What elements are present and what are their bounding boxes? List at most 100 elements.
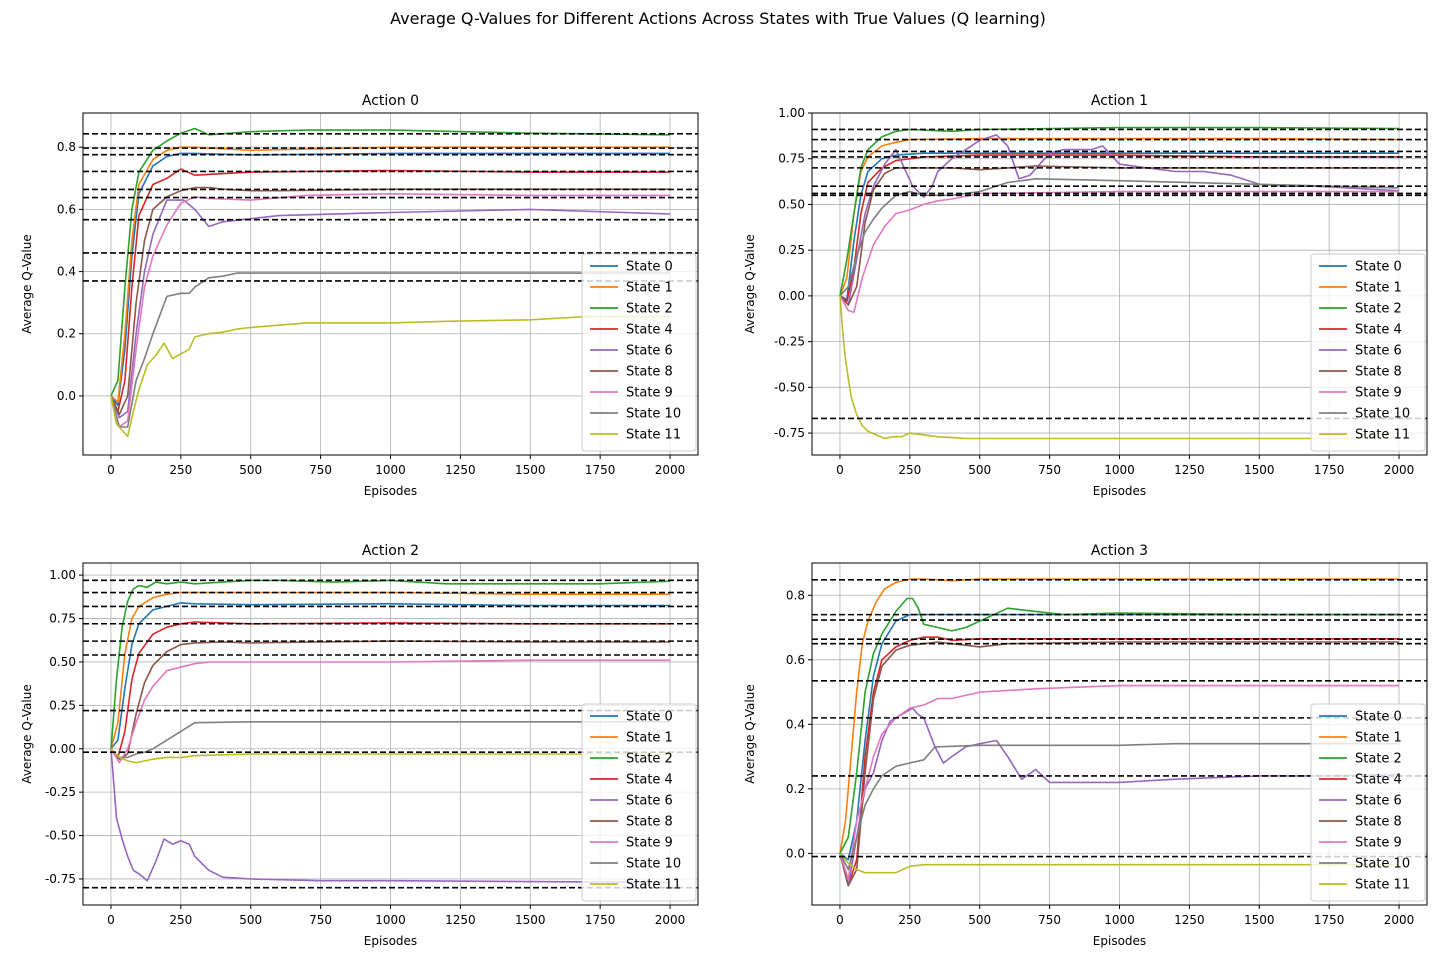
y-tick-label: 0.6 (786, 653, 805, 667)
x-tick-label: 750 (1038, 463, 1061, 477)
x-tick-label: 0 (107, 463, 115, 477)
x-tick-label: 250 (898, 913, 921, 927)
legend-label: State 2 (626, 752, 673, 767)
x-tick-label: 1250 (1174, 913, 1205, 927)
y-tick-label: 0.75 (778, 152, 805, 166)
subplot-title: Action 3 (1091, 543, 1148, 559)
subplot-action-3: 0 250 500 750 1000 1250 1500 1750 2000 0.0 0.2 0.4 0… (743, 543, 1428, 948)
x-tick-label: 250 (169, 463, 192, 477)
x-tick-label: 0 (107, 913, 115, 927)
series-group (812, 126, 1427, 440)
legend-label: State 8 (626, 815, 673, 830)
legend-label: State 9 (1355, 836, 1402, 851)
series-line-state-2 (110, 579, 671, 749)
x-tick-label: 1500 (515, 463, 546, 477)
x-axis-label: Episodes (364, 484, 417, 498)
legend-label: State 8 (1355, 365, 1402, 380)
series-line-state-9 (839, 190, 1399, 314)
y-tick-label: 1.00 (49, 568, 76, 582)
y-axis-label: Average Q-Value (743, 684, 757, 783)
y-tick-label: 1.00 (778, 106, 805, 120)
subplot-title: Action 2 (362, 543, 419, 559)
x-tick-label: 1000 (375, 913, 406, 927)
y-tick-label: 0.8 (57, 140, 76, 154)
series-line-state-9 (110, 659, 670, 764)
x-tick-label: 1750 (1314, 463, 1345, 477)
legend-box (1310, 253, 1426, 452)
legend-box (581, 703, 697, 902)
series-line-state-10 (110, 272, 670, 428)
x-tick-label: 2000 (655, 913, 686, 927)
legend-label: State 0 (626, 710, 673, 725)
x-tick-label: 750 (1038, 913, 1061, 927)
x-tick-label: 1000 (1104, 913, 1135, 927)
legend-label: State 2 (626, 302, 673, 317)
y-tick-label: 0.00 (49, 742, 76, 756)
legend: State 0 State 1 State 2 State 4 State 6 State… (581, 703, 697, 902)
x-tick-label: 750 (309, 913, 332, 927)
legend-label: State 6 (626, 344, 673, 359)
series-line-state-9 (110, 193, 670, 428)
series-line-state-11 (110, 748, 670, 764)
series-line-state-4 (110, 621, 670, 759)
series-group (83, 127, 698, 438)
legend-label: State 2 (1355, 752, 1402, 767)
y-tick-label: 0.25 (778, 243, 805, 257)
legend: State 0 State 1 State 2 State 4 State 6 State… (581, 253, 697, 452)
x-tick-label: 1250 (445, 913, 476, 927)
x-tick-label: 0 (836, 913, 844, 927)
series-group (83, 579, 698, 889)
y-tick-label: -0.75 (45, 872, 76, 886)
legend-label: State 9 (626, 836, 673, 851)
x-tick-label: 2000 (655, 463, 686, 477)
x-tick-label: 1750 (1314, 913, 1345, 927)
legend-label: State 10 (626, 407, 681, 422)
y-tick-label: 0.25 (49, 698, 76, 712)
legend-label: State 1 (1355, 731, 1402, 746)
legend: State 0 State 1 State 2 State 4 State 6 State… (1310, 703, 1426, 902)
legend-label: State 2 (1355, 302, 1402, 317)
legend-label: State 8 (1355, 815, 1402, 830)
x-tick-label: 2000 (1384, 913, 1415, 927)
figure-title: Average Q-Values for Different Actions A… (390, 9, 1046, 28)
series-line-state-6 (839, 134, 1400, 306)
subplot-title: Action 0 (362, 93, 419, 109)
legend-label: State 9 (626, 386, 673, 401)
legend-label: State 11 (1355, 878, 1410, 893)
legend-label: State 10 (626, 857, 681, 872)
x-tick-label: 1500 (515, 913, 546, 927)
x-tick-label: 500 (968, 913, 991, 927)
x-tick-label: 750 (309, 463, 332, 477)
y-tick-label: 0.50 (778, 197, 805, 211)
x-axis-label: Episodes (364, 934, 417, 948)
series-line-state-10 (110, 720, 670, 759)
x-tick-label: 1250 (1174, 463, 1205, 477)
x-tick-label: 500 (239, 463, 262, 477)
y-tick-label: -0.75 (774, 426, 805, 440)
legend-label: State 10 (1355, 407, 1410, 422)
x-tick-label: 1000 (375, 463, 406, 477)
x-tick-label: 500 (968, 463, 991, 477)
y-tick-label: 0.0 (57, 389, 76, 403)
series-line-state-2 (110, 127, 671, 397)
subplot-title: Action 1 (1091, 93, 1148, 109)
y-tick-label: 0.2 (57, 327, 76, 341)
y-tick-label: 0.0 (786, 846, 805, 860)
x-tick-label: 1250 (445, 463, 476, 477)
legend-label: State 4 (1355, 323, 1402, 338)
x-tick-label: 1500 (1244, 463, 1275, 477)
legend-label: State 6 (1355, 344, 1402, 359)
legend-label: State 1 (626, 281, 673, 296)
y-tick-label: 0.4 (786, 717, 805, 731)
y-axis-label: Average Q-Value (20, 684, 34, 783)
y-tick-label: -0.25 (45, 785, 76, 799)
y-tick-label: -0.50 (45, 829, 76, 843)
series-line-state-11 (839, 852, 1399, 874)
legend-label: State 11 (626, 878, 681, 893)
subplot-action-1: 0 250 500 750 1000 1250 1500 1750 2000 -0.75 -0.50… (743, 93, 1428, 498)
y-tick-label: 0.4 (57, 265, 76, 279)
legend-label: State 8 (626, 365, 673, 380)
legend-label: State 0 (1355, 260, 1402, 275)
series-line-state-6 (110, 748, 671, 884)
